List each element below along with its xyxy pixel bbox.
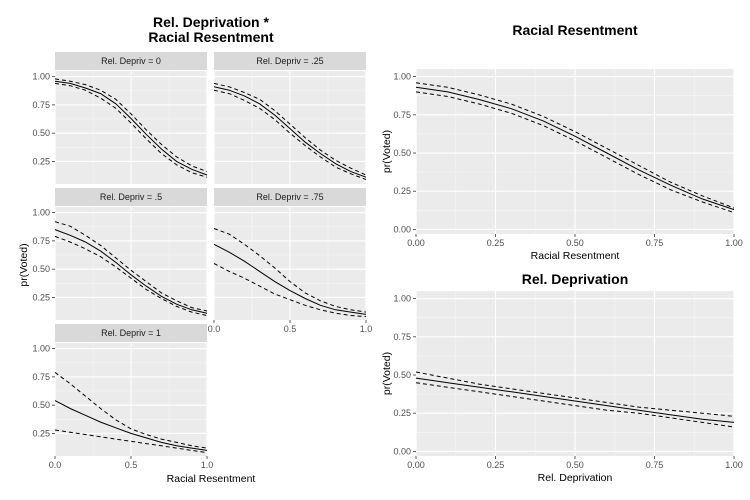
- y-tick-label: 0.75: [393, 110, 411, 120]
- y-tick-label: 0.25: [393, 186, 411, 196]
- facet-strip-label: Rel. Depriv = .5: [100, 192, 162, 202]
- y-tick-label: 1.00: [32, 72, 50, 82]
- x-tick-label: 0.50: [566, 460, 584, 470]
- x-tick-label: 0.75: [646, 460, 664, 470]
- y-tick-label: 0.75: [32, 372, 50, 382]
- y-tick-label: 0.00: [393, 446, 411, 456]
- facet-panel: 0.25 0.50 0.75 1.00 0.0 0.5 1.0 Rel. Depriv = 1: [32, 324, 213, 470]
- facet-strip: [55, 324, 207, 342]
- x-tick-label: 0.25: [487, 238, 505, 248]
- estimate-line: [213, 86, 367, 178]
- y-tick-label: 1.00: [393, 72, 411, 82]
- estimate-line: [54, 229, 208, 314]
- x-axis-title: Rel. Deprivation: [538, 472, 613, 484]
- chart-panel: 0.00 0.25 0.50 0.75 1.00 0.00 0.25 0.50 0.75 1.00: [393, 291, 743, 470]
- x-tick-label: 0.75: [646, 238, 664, 248]
- y-tick-label: 0.00: [393, 224, 411, 234]
- x-tick-label: 1.00: [725, 460, 743, 470]
- upper-ci-line: [213, 82, 367, 176]
- x-tick-label: 0.25: [487, 460, 505, 470]
- y-tick-label: 0.50: [32, 400, 50, 410]
- facet-strip-label: Rel. Depriv = 0: [101, 56, 161, 66]
- facet-strip-label: Rel. Depriv = .25: [256, 56, 323, 66]
- x-tick-label: 0.00: [407, 238, 425, 248]
- estimate-line: [54, 80, 208, 176]
- y-tick-label: 1.00: [32, 344, 50, 354]
- y-tick-label: 0.25: [32, 292, 50, 302]
- y-axis-title: pr(Voted): [18, 243, 30, 286]
- y-tick-label: 0.50: [32, 128, 50, 138]
- facet-panel: 0.25 0.50 0.75 1.00 Rel. Depriv = .5: [32, 188, 208, 320]
- x-axis-title: Racial Resentment: [167, 473, 256, 485]
- facet-strip: [55, 188, 207, 206]
- x-tick-label: 1.0: [360, 324, 373, 334]
- facet-strip: [214, 52, 366, 70]
- lower-ci-line: [54, 82, 208, 178]
- chart-title: Racial Resentment: [512, 22, 638, 38]
- y-tick-label: 0.75: [32, 100, 50, 110]
- lower-ci-line: [54, 429, 208, 454]
- y-tick-label: 1.00: [32, 208, 50, 218]
- upper-ci-line: [54, 221, 208, 312]
- facet-panel: Rel. Depriv = .25: [213, 52, 367, 184]
- y-tick-label: 0.75: [32, 236, 50, 246]
- y-tick-label: 0.50: [393, 148, 411, 158]
- lower-ci-line: [213, 263, 367, 318]
- y-tick-label: 0.75: [393, 332, 411, 342]
- y-axis-title: pr(Voted): [381, 130, 393, 173]
- facet-strip-label: Rel. Depriv = .75: [256, 192, 323, 202]
- upper-ci-line: [54, 371, 208, 449]
- y-tick-label: 0.25: [32, 156, 50, 166]
- y-tick-label: 0.50: [393, 370, 411, 380]
- y-tick-label: 1.00: [393, 294, 411, 304]
- estimate-line: [415, 86, 735, 211]
- x-axis-title: Racial Resentment: [531, 250, 620, 262]
- x-tick-label: 0.50: [566, 238, 584, 248]
- chart-title: Rel. Deprivation *: [153, 14, 269, 30]
- x-tick-label: 0.5: [125, 460, 138, 470]
- chart-title: Rel. Deprivation: [522, 271, 629, 287]
- chart-title: Racial Resentment: [148, 29, 274, 45]
- lower-ci-line: [415, 382, 735, 428]
- estimate-line: [213, 243, 367, 315]
- facet-strip-label: Rel. Depriv = 1: [101, 328, 161, 338]
- x-tick-label: 1.00: [725, 238, 743, 248]
- facet-strip: [214, 188, 366, 206]
- y-tick-label: 0.50: [32, 264, 50, 274]
- facet-panel: 0.25 0.50 0.75 1.00 Rel. Depriv = 0: [32, 52, 208, 184]
- x-tick-label: 0.5: [284, 324, 297, 334]
- upper-ci-line: [54, 78, 208, 173]
- facet-panel: 0.0 0.5 1.0 Rel. Depriv = .75: [208, 188, 373, 334]
- x-tick-label: 1.0: [201, 460, 214, 470]
- upper-ci-line: [213, 228, 367, 313]
- facet-strip: [55, 52, 207, 70]
- x-tick-label: 0.0: [49, 460, 62, 470]
- y-axis-title: pr(Voted): [381, 352, 393, 395]
- lower-ci-line: [54, 235, 208, 316]
- estimate-line: [415, 377, 735, 423]
- chart-panel: 0.00 0.25 0.50 0.75 1.00 0.00 0.25 0.50 0.75 1.00: [393, 69, 743, 248]
- upper-ci-line: [415, 371, 735, 417]
- x-tick-label: 0.0: [208, 324, 221, 334]
- y-tick-label: 0.25: [32, 428, 50, 438]
- x-tick-label: 0.00: [407, 460, 425, 470]
- y-tick-label: 0.25: [393, 408, 411, 418]
- estimate-line: [54, 400, 208, 451]
